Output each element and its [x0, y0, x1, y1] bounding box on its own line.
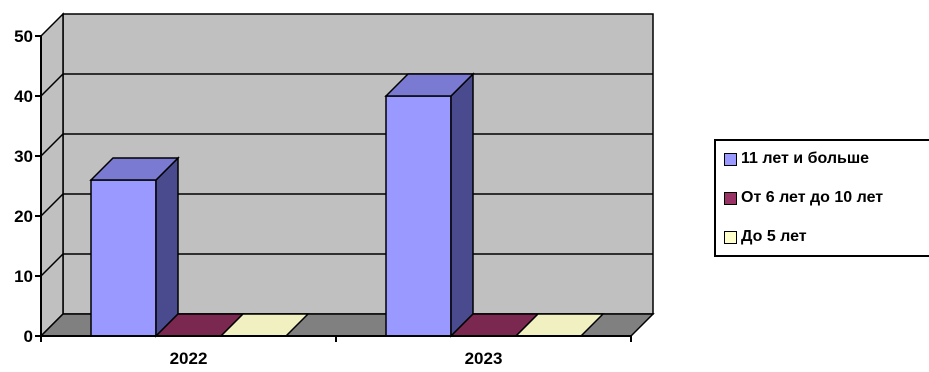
- y-tick-label: 20: [14, 207, 33, 226]
- bar-front: [385, 95, 452, 337]
- legend-swatch-series-3: [724, 230, 737, 244]
- x-tick-label: 2023: [465, 349, 503, 367]
- bar-side: [450, 72, 474, 338]
- legend-label-series-2: От 6 лет до 10 лет: [741, 189, 884, 206]
- legend-label-series-1: 11 лет и больше: [741, 150, 870, 167]
- x-tick-label: 2022: [170, 349, 208, 367]
- y-tick-label: 10: [14, 267, 33, 286]
- y-tick-label: 0: [24, 327, 33, 346]
- legend-item-series-1: 11 лет и больше: [724, 148, 869, 170]
- legend-swatch-series-2: [724, 191, 737, 205]
- chart-side-wall: [40, 12, 64, 338]
- y-tick-label: 30: [14, 147, 33, 166]
- legend-item-series-2: От 6 лет до 10 лет: [724, 187, 883, 209]
- legend-label-series-3: До 5 лет: [741, 228, 807, 245]
- bar-top: [89, 157, 180, 181]
- bar-top: [384, 73, 475, 97]
- y-tick-label: 50: [14, 27, 33, 46]
- legend: 11 лет и больше От 6 лет до 10 лет До 5 …: [714, 139, 929, 257]
- y-tick-label: 40: [14, 87, 33, 106]
- legend-item-series-3: До 5 лет: [724, 226, 807, 248]
- bar: [384, 72, 475, 338]
- legend-swatch-series-1: [724, 152, 737, 166]
- bar-front: [90, 179, 157, 337]
- bar-side: [155, 156, 179, 338]
- bar: [89, 156, 180, 338]
